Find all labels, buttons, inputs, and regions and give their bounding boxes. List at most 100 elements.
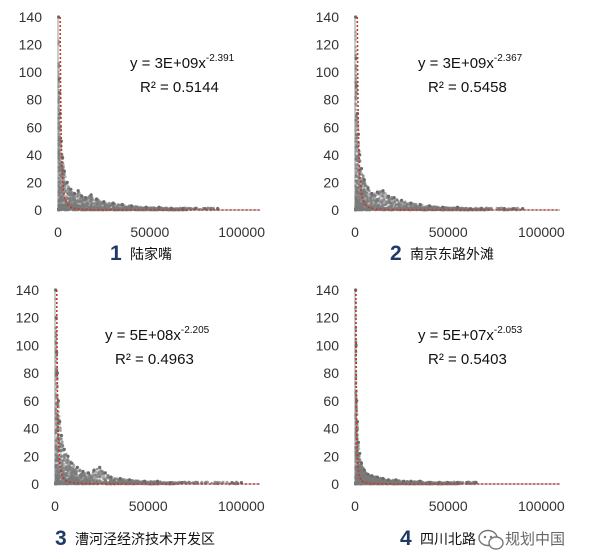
scatter-point	[358, 198, 362, 201]
y-tick-label: 140	[16, 282, 40, 298]
scatter-point	[354, 63, 358, 67]
scatter-point	[57, 142, 60, 145]
scatter-point	[59, 429, 62, 433]
scatter-point	[384, 191, 387, 195]
data-point	[72, 191, 77, 196]
scatter-point	[69, 190, 72, 194]
scatter-point	[73, 196, 77, 200]
data-point	[362, 178, 366, 182]
scatter-point	[57, 119, 61, 123]
scatter-point	[82, 206, 86, 209]
data-point	[386, 194, 391, 198]
scatter-point	[355, 145, 358, 149]
scatter-point	[386, 202, 389, 205]
y-tick-label: 40	[323, 147, 339, 163]
scatter-point	[105, 203, 109, 206]
scatter-point	[57, 106, 60, 110]
y-tick-label: 0	[331, 202, 339, 218]
scatter-point	[57, 70, 60, 73]
equation-exponent: -2.367	[494, 53, 523, 64]
scatter-point	[355, 174, 358, 177]
scatter-point	[81, 200, 84, 204]
scatter-point	[354, 108, 358, 111]
scatter-point	[61, 464, 65, 467]
scatter-point	[62, 203, 66, 206]
scatter-point	[92, 205, 96, 208]
scatter-point	[83, 208, 86, 212]
scatter-point	[374, 202, 377, 206]
x-tick-label: 100000	[218, 498, 265, 514]
chart-caption: 南京东路外滩	[410, 247, 494, 263]
scatter-point	[102, 475, 105, 478]
scatter-point	[109, 203, 112, 207]
x-tick-label: 50000	[130, 224, 169, 240]
data-point	[375, 190, 379, 194]
scatter-point	[354, 94, 358, 98]
y-tick-label: 120	[316, 37, 340, 53]
y-tick-label: 60	[323, 119, 339, 135]
scatter-point	[356, 163, 359, 166]
x-tick-label: 0	[351, 224, 359, 240]
scatter-point	[57, 123, 60, 127]
scatter-point	[100, 202, 104, 206]
scatter-point	[363, 183, 367, 186]
scatter-point	[387, 205, 390, 209]
scatter-point	[61, 440, 64, 443]
scatter-point	[74, 201, 77, 204]
scatter-point	[399, 205, 403, 208]
scatter-point	[57, 207, 60, 211]
scatter-point	[58, 177, 62, 180]
scatter-point	[354, 30, 357, 34]
y-tick-label: 40	[26, 147, 42, 163]
scatter-point	[380, 199, 383, 202]
scatter-point	[57, 85, 61, 89]
scatter-point	[94, 476, 97, 480]
scatter-point	[57, 133, 61, 136]
wechat-icon	[478, 529, 504, 550]
data-point	[366, 186, 370, 190]
scatter-point	[360, 208, 363, 211]
scatter-point	[57, 191, 60, 194]
equation-exponent: -2.391	[206, 53, 235, 64]
equation: y = 3E+09x-2.391	[130, 53, 235, 72]
scatter-point	[62, 172, 66, 175]
scatter-point	[354, 77, 358, 80]
scatter-point	[57, 75, 60, 78]
scatter-point	[78, 201, 81, 204]
data-point	[69, 187, 73, 191]
y-tick-label: 60	[26, 119, 42, 135]
data-point	[455, 205, 460, 209]
scatter-point	[354, 154, 358, 158]
scatter-point	[59, 201, 62, 205]
scatter-point	[374, 194, 378, 197]
y-tick-label: 0	[34, 202, 42, 218]
x-tick-label: 0	[54, 224, 62, 240]
scatter-point	[104, 206, 107, 209]
scatter-point	[382, 203, 386, 206]
scatter-point	[57, 149, 61, 152]
y-tick-label: 100	[19, 64, 43, 80]
scatter-point	[354, 38, 357, 41]
scatter-point	[90, 202, 94, 205]
scatter-point	[58, 168, 61, 172]
y-tick-label: 120	[16, 310, 40, 326]
data-point	[76, 189, 80, 193]
scatter-point	[73, 204, 76, 207]
scatter-point	[354, 70, 358, 73]
data-point	[441, 205, 445, 209]
scatter-point	[375, 205, 379, 209]
x-tick-label: 100000	[518, 224, 565, 240]
scatter-point	[354, 203, 358, 206]
scatter-point	[354, 46, 358, 49]
scatter-point	[354, 179, 357, 183]
scatter-point	[87, 195, 91, 198]
scatter-point	[93, 201, 96, 204]
data-point	[409, 201, 413, 205]
scatter-cloud	[54, 297, 240, 486]
y-tick-label: 80	[323, 92, 339, 108]
data-point	[359, 167, 364, 171]
y-tick-label: 20	[23, 448, 39, 464]
r-squared: R² = 0.5144	[140, 79, 219, 96]
